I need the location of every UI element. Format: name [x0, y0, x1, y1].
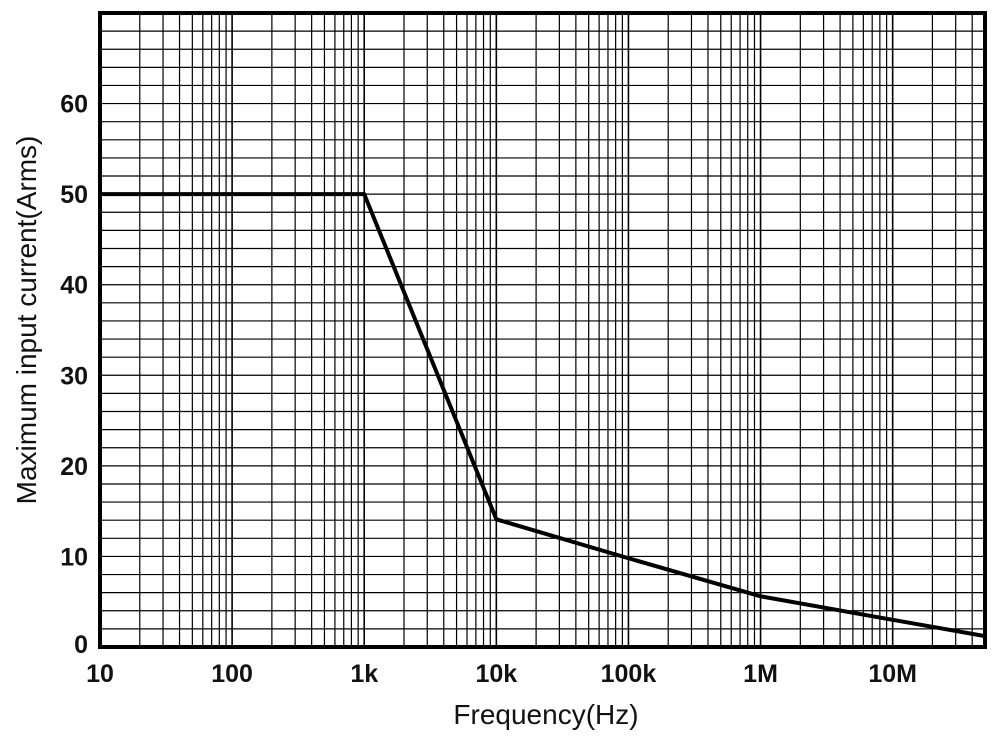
- y-tick-label: 0: [74, 631, 88, 659]
- y-tick-label: 50: [60, 181, 88, 209]
- x-tick-label: 10k: [475, 660, 517, 688]
- plot-frame: [98, 11, 987, 649]
- x-tick-labels: 10 100 1k 10k 100k 1M 10M: [86, 660, 917, 688]
- x-tick-label: 1k: [350, 660, 378, 688]
- x-tick-label: 100: [211, 660, 253, 688]
- y-axis-label: Maximum input current(Arms): [11, 136, 42, 505]
- y-tick-labels: 0 10 20 30 40 50 60: [60, 91, 88, 659]
- x-tick-label: 1M: [743, 660, 778, 688]
- x-axis-label: Frequency(Hz): [453, 699, 638, 730]
- y-tick-label: 40: [60, 272, 88, 300]
- x-tick-label: 100k: [601, 660, 657, 688]
- y-tick-label: 30: [60, 362, 88, 390]
- y-tick-label: 20: [60, 453, 88, 481]
- y-tick-label: 10: [60, 543, 88, 571]
- y-tick-label: 60: [60, 91, 88, 119]
- x-tick-label: 10M: [868, 660, 917, 688]
- grid: [100, 13, 985, 647]
- x-tick-label: 10: [86, 660, 114, 688]
